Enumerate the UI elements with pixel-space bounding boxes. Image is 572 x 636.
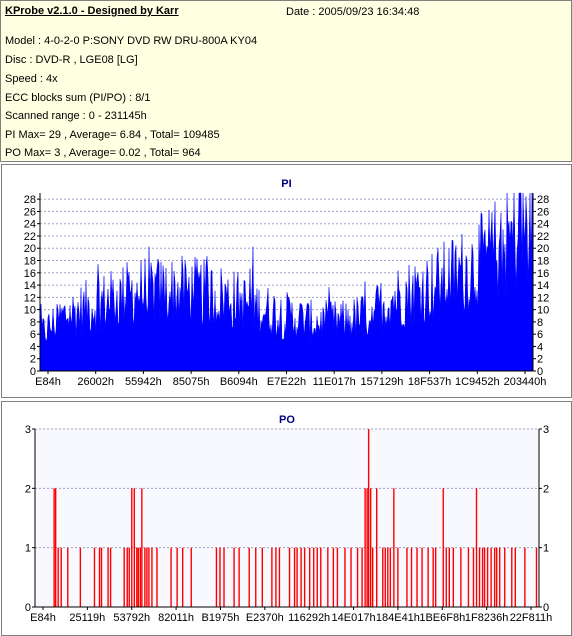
pi-chart-panel: PI 0 0 2 2 4 4 6 6 8 8 10 10 12 12 14 14 16 16 18 18 20 20 22 22…	[1, 164, 572, 398]
y-tick-label-right: 16	[537, 268, 549, 280]
y-tick-label-right: 2	[543, 483, 549, 495]
y-tick-label: 1	[25, 543, 31, 555]
y-tick-label: 3	[25, 424, 31, 436]
po-summary-line: PO Max= 3 , Average= 0.02 , Total= 964	[5, 147, 201, 159]
y-tick-label-right: 0	[537, 366, 543, 378]
app-title: KProbe v2.1.0 - Designed by Karr	[5, 5, 179, 17]
y-tick-label: 2	[25, 483, 31, 495]
y-tick-label-right: 8	[537, 317, 543, 329]
x-tick-label: 55942h	[125, 376, 162, 388]
y-tick-label: 22	[24, 231, 36, 243]
x-tick-label: 203440h	[504, 376, 547, 388]
scan-date: Date : 2005/09/23 16:34:48	[286, 6, 420, 18]
x-tick-label: 14E017h	[332, 612, 376, 624]
y-tick-label-right: 3	[543, 424, 549, 436]
info-panel: KProbe v2.1.0 - Designed by Karr Date : …	[0, 0, 572, 162]
x-tick-label: 85075h	[173, 376, 210, 388]
y-tick-label: 14	[24, 280, 36, 292]
x-tick-label: 53792h	[113, 612, 150, 624]
x-tick-label: 26002h	[77, 376, 114, 388]
x-tick-label: 25119h	[69, 612, 105, 624]
y-tick-label-right: 14	[537, 280, 549, 292]
y-tick-label-right: 2	[537, 354, 543, 366]
po-chart: PO 0 0 1 1 2 2 3 3 E84h 25119h 53792h 82011h B1975h E2…	[25, 414, 553, 624]
chart-title: PI	[281, 178, 291, 190]
y-tick-label: 18	[24, 256, 36, 268]
y-tick-label-right: 10	[537, 305, 549, 317]
speed-line: Speed : 4x	[5, 73, 58, 85]
x-tick-label: B6094h	[220, 376, 258, 388]
x-tick-label: 184E41h	[376, 612, 420, 624]
x-tick-label: E7E22h	[267, 376, 306, 388]
pi-series-area	[39, 192, 534, 372]
chart-title: PO	[279, 414, 295, 426]
plot-area	[35, 429, 539, 607]
y-tick-label: 6	[30, 329, 36, 341]
x-tick-label: 116292h	[288, 612, 330, 624]
y-tick-label-right: 18	[537, 256, 549, 268]
x-tick-label: B1975h	[201, 612, 239, 624]
disc-line: Disc : DVD-R , LGE08 [LG]	[5, 54, 138, 66]
y-tick-label: 24	[24, 219, 36, 231]
y-tick-label: 8	[30, 317, 36, 329]
y-tick-label: 20	[24, 243, 36, 255]
x-tick-label: E84h	[35, 376, 61, 388]
x-tick-label: 22F811h	[510, 612, 553, 624]
x-tick-label: E2370h	[246, 612, 284, 624]
range-line: Scanned range : 0 - 231145h	[5, 110, 147, 122]
x-tick-label: 1C9452h	[455, 376, 500, 388]
y-tick-label: 10	[24, 305, 36, 317]
y-tick-label: 12	[24, 292, 36, 304]
y-tick-label-right: 26	[537, 206, 549, 218]
y-tick-label: 0	[30, 366, 36, 378]
po-chart-panel: PO 0 0 1 1 2 2 3 3 E84h 25119h 53792h 82011h B1975h E2…	[1, 401, 572, 636]
y-tick-label-right: 20	[537, 243, 549, 255]
ecc-line: ECC blocks sum (PI/PO) : 8/1	[5, 92, 151, 104]
x-tick-label: 18F537h	[408, 376, 451, 388]
pi-summary-line: PI Max= 29 , Average= 6.84 , Total= 1094…	[5, 129, 220, 141]
y-tick-label: 4	[30, 341, 36, 353]
y-tick-label: 2	[30, 354, 36, 366]
y-tick-label-right: 22	[537, 231, 549, 243]
y-tick-label: 26	[24, 206, 36, 218]
y-tick-label: 0	[25, 602, 31, 614]
x-tick-label: 1F8236h	[465, 612, 508, 624]
y-tick-label-right: 28	[537, 194, 549, 206]
model-line: Model : 4-0-2-0 P:SONY DVD RW DRU-800A K…	[5, 35, 258, 47]
y-tick-label-right: 12	[537, 292, 549, 304]
x-tick-label: 157129h	[360, 376, 403, 388]
y-tick-label-right: 1	[543, 543, 549, 555]
y-tick-label-right: 0	[543, 602, 549, 614]
y-tick-label-right: 6	[537, 329, 543, 341]
x-tick-label: E84h	[30, 612, 56, 624]
y-tick-label-right: 4	[537, 341, 543, 353]
x-tick-label: 1BE6F8h	[419, 612, 465, 624]
y-tick-label: 28	[24, 194, 36, 206]
y-tick-label: 16	[24, 268, 36, 280]
x-tick-label: 11E017h	[313, 376, 356, 388]
x-tick-label: 82011h	[158, 612, 194, 624]
y-tick-label-right: 24	[537, 219, 549, 231]
